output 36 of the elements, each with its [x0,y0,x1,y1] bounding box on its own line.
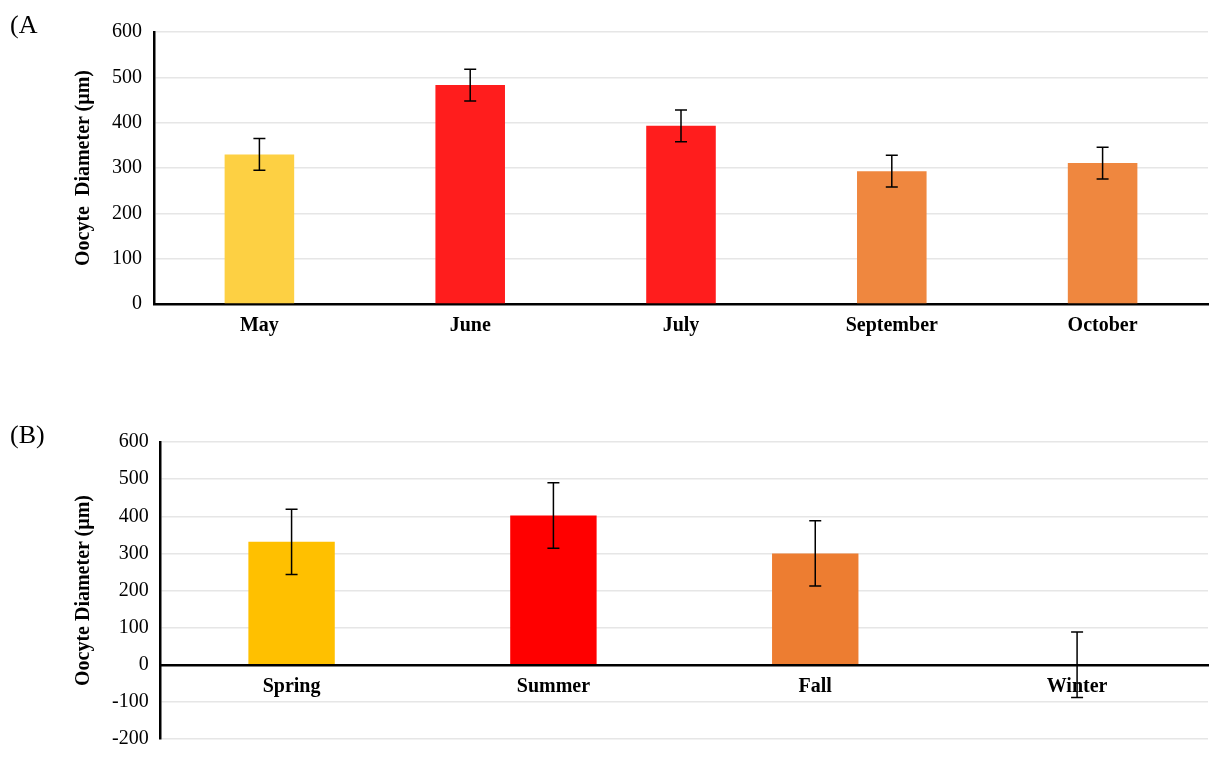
bar [435,85,505,304]
x-tick-label: June [449,313,491,336]
y-tick-label: 0 [138,652,149,674]
text: (A [10,10,38,40]
y-tick-label: -100 [111,689,149,712]
bar [224,154,295,304]
y-tick-label: 500 [112,64,142,87]
y-tick-label: 400 [118,503,149,526]
bar [1067,163,1138,304]
y-tick-label: 500 [118,466,149,489]
x-tick-label: May [239,313,279,337]
y-axis-title: Oocyte Diameter (µm) [71,494,95,687]
y-tick-label: 600 [112,19,142,42]
y-tick-label: 400 [112,109,142,132]
y-tick-label: 0 [132,291,142,314]
y-tick-label: 100 [118,614,149,637]
bar [510,515,597,664]
bar [772,553,859,664]
y-axis-title: Oocyte Diameter (µm) [71,69,95,267]
y-tick-label: -200 [111,726,149,749]
x-tick-label: Fall [798,673,833,696]
y-tick-label: 300 [118,540,149,563]
y-tick-label: 600 [118,429,149,452]
x-tick-label: Spring [262,673,321,697]
y-tick-label: 200 [112,200,142,223]
x-tick-label: Summer [516,673,591,696]
bar [248,541,335,664]
y-tick-label: 300 [112,155,142,178]
x-tick-label: July [662,313,700,337]
bar [646,125,716,304]
bar [857,171,927,304]
x-tick-label: October [1067,313,1138,336]
text: (B) [10,420,45,450]
y-tick-label: 100 [112,245,142,268]
y-tick-label: 200 [118,577,149,600]
x-tick-label: September [845,313,939,337]
